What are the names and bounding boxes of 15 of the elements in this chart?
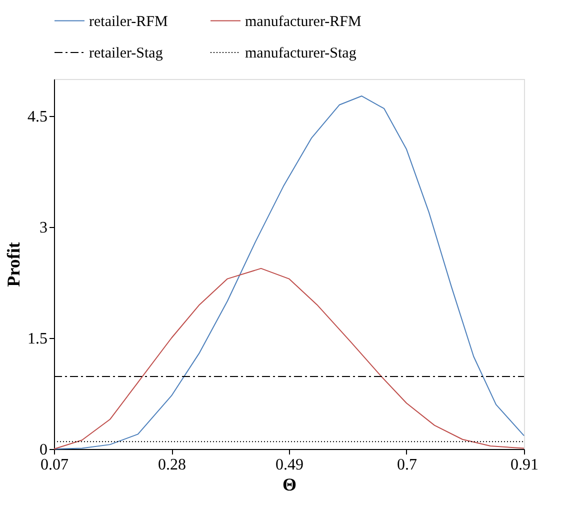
x-axis-title: Θ	[282, 474, 297, 494]
x-tick-label: 0.07	[40, 456, 68, 474]
x-tick-label: 0.7	[397, 456, 417, 474]
legend-label: manufacturer-RFM	[245, 14, 362, 30]
y-axis-title: Profit	[4, 242, 24, 287]
y-tick-label: 4.5	[28, 108, 48, 126]
legend-label: retailer-RFM	[89, 14, 168, 30]
y-tick-label: 0	[40, 442, 48, 458]
x-tick-label: 0.49	[276, 456, 304, 474]
legend-label: retailer-Stag	[89, 46, 164, 62]
y-tick-label: 1.5	[28, 330, 48, 348]
legend-label: manufacturer-Stag	[245, 46, 357, 62]
x-tick-label: 0.91	[510, 456, 538, 474]
x-tick-label: 0.28	[158, 456, 186, 474]
y-tick-label: 3	[40, 220, 48, 236]
